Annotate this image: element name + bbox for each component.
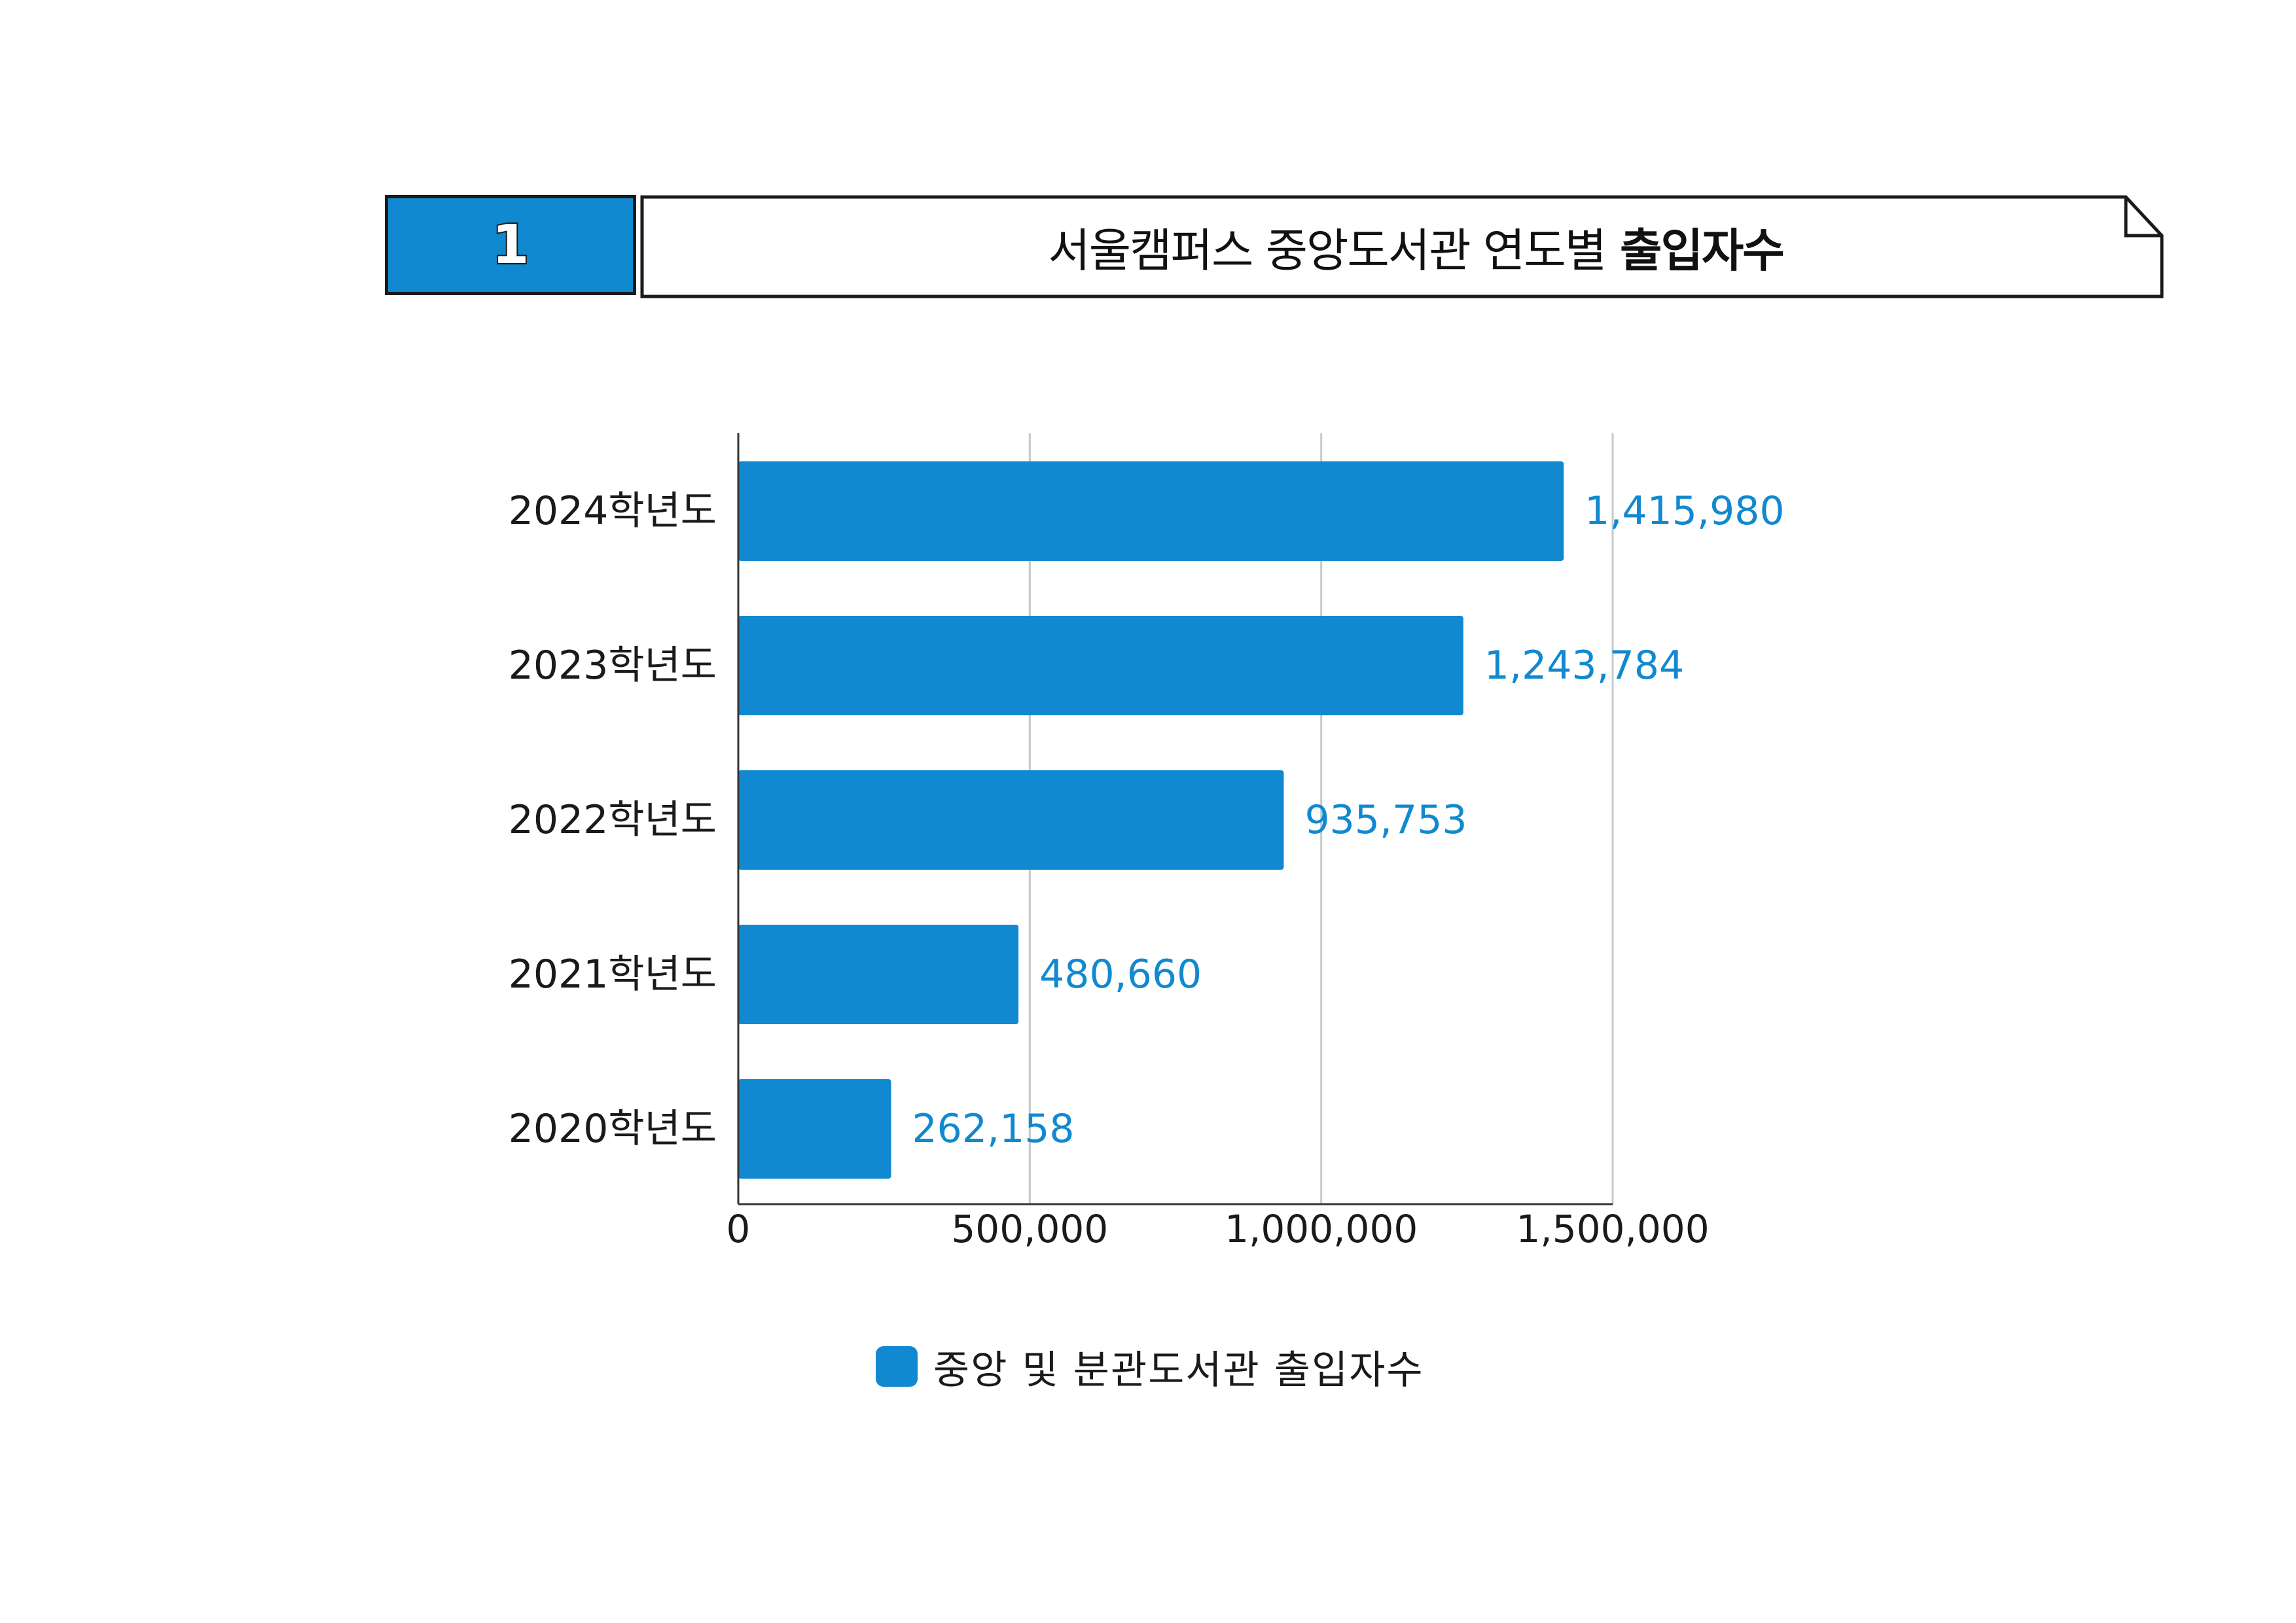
- value-label: 1,415,980: [1585, 488, 1784, 534]
- section-number-badge: 1: [385, 195, 636, 295]
- x-tick-label: 0: [726, 1207, 751, 1251]
- x-tick-label: 1,000,000: [1225, 1207, 1418, 1251]
- chart-title: 서울캠퍼스 중앙도서관 연도별 출입자수: [640, 195, 2191, 298]
- bar: [738, 616, 1463, 715]
- x-tick-label: 1,500,000: [1516, 1207, 1709, 1251]
- chart-title-bold: 출입자수: [1620, 223, 1785, 277]
- bar: [738, 461, 1564, 561]
- legend-swatch: [876, 1346, 918, 1387]
- value-label: 935,753: [1304, 797, 1467, 843]
- category-label: 2021학년도: [509, 952, 717, 997]
- bar: [738, 1079, 891, 1179]
- title-tab: 서울캠퍼스 중앙도서관 연도별 출입자수: [640, 195, 2198, 298]
- legend: 중앙 및 분관도서관 출입자수: [876, 1340, 1424, 1393]
- chart-header: 1 서울캠퍼스 중앙도서관 연도별 출입자수: [385, 195, 2164, 298]
- category-label: 2020학년도: [509, 1106, 717, 1152]
- value-label: 262,158: [912, 1106, 1074, 1152]
- value-label: 1,243,784: [1484, 643, 1684, 688]
- category-label: 2024학년도: [509, 488, 717, 534]
- bar: [738, 770, 1284, 870]
- bar: [738, 925, 1019, 1024]
- folded-corner-frame: [640, 195, 2164, 298]
- value-label: 480,660: [1039, 952, 1202, 997]
- category-label: 2023학년도: [509, 643, 717, 688]
- category-label: 2022학년도: [509, 797, 717, 843]
- legend-label: 중앙 및 분관도서관 출입자수: [933, 1347, 1424, 1393]
- chart-title-regular: 서울캠퍼스 중앙도서관 연도별: [1048, 223, 1607, 277]
- x-tick-label: 500,000: [951, 1207, 1108, 1251]
